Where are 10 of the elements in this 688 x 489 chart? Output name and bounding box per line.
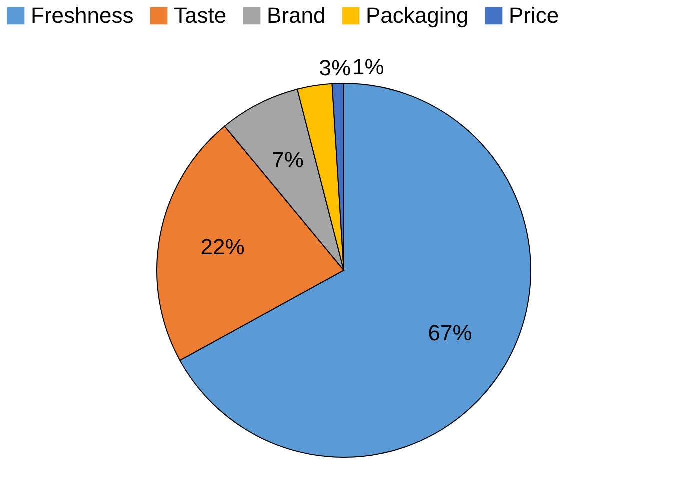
data-label: 67% [428,320,472,346]
legend-label: Taste [174,3,227,28]
legend-label: Price [509,3,560,28]
data-label: 3% [319,55,351,80]
legend-label: Freshness [31,3,134,28]
data-label: 1% [352,54,384,80]
legend-label: Brand [267,3,326,28]
data-label: 22% [200,234,245,260]
legend-label: Packaging [366,3,469,28]
data-label: 7% [272,148,304,173]
